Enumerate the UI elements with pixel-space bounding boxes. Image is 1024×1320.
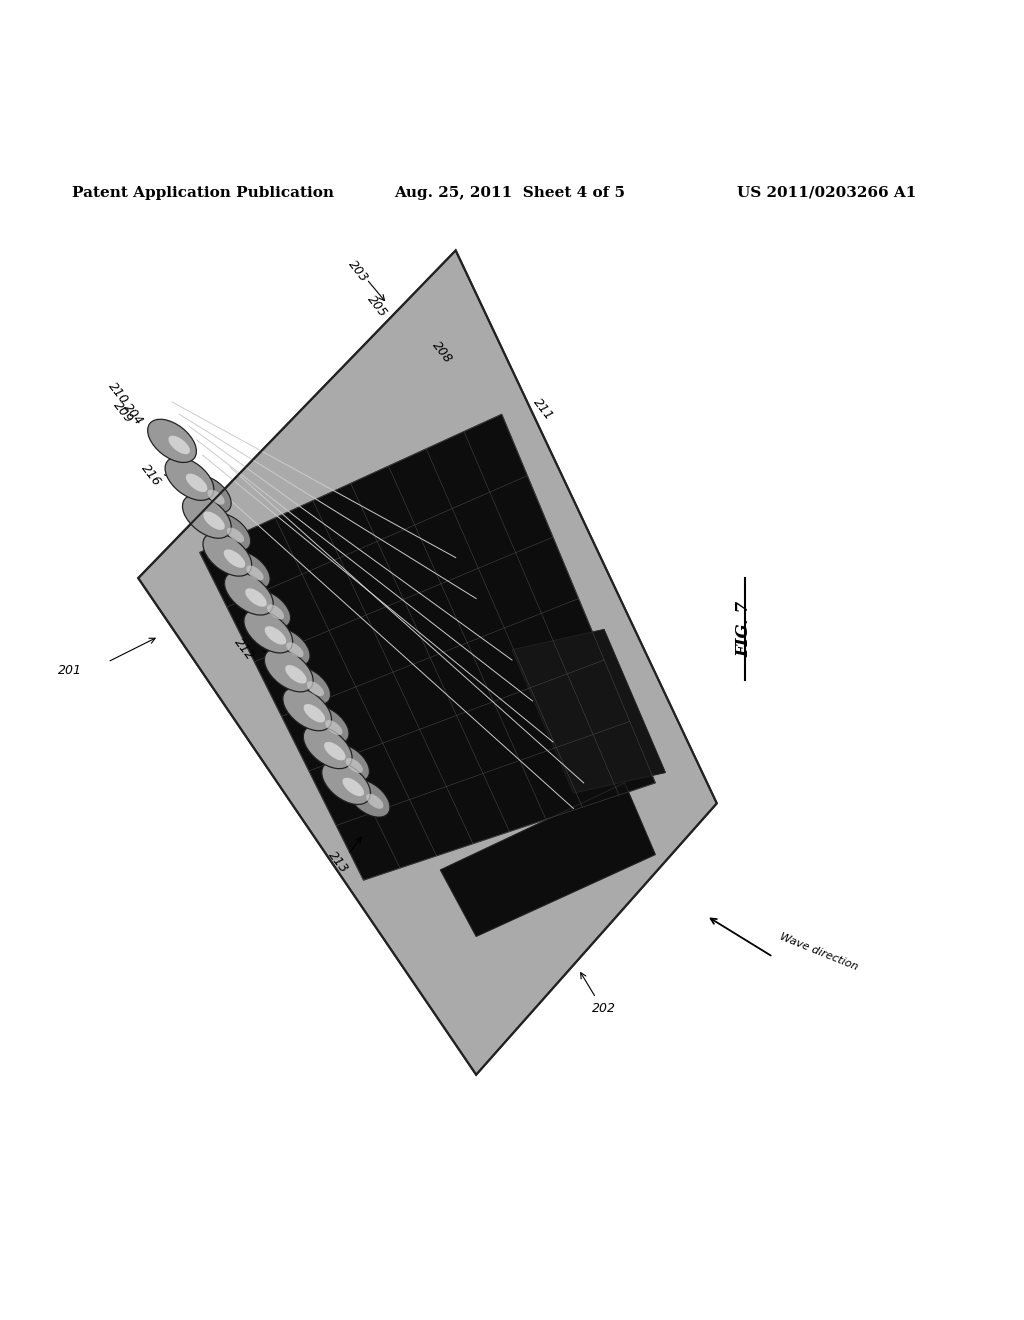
Ellipse shape xyxy=(147,420,197,462)
Ellipse shape xyxy=(342,777,365,796)
Text: 202: 202 xyxy=(592,1002,616,1015)
Ellipse shape xyxy=(223,549,246,568)
Ellipse shape xyxy=(267,605,284,619)
Text: 212: 212 xyxy=(231,636,256,663)
Text: Aug. 25, 2011  Sheet 4 of 5: Aug. 25, 2011 Sheet 4 of 5 xyxy=(394,186,626,199)
Ellipse shape xyxy=(285,665,307,684)
Ellipse shape xyxy=(227,528,244,543)
Ellipse shape xyxy=(185,474,208,492)
Polygon shape xyxy=(200,414,655,880)
Ellipse shape xyxy=(208,490,224,504)
Text: 201: 201 xyxy=(57,664,82,677)
Ellipse shape xyxy=(165,457,214,500)
Ellipse shape xyxy=(264,648,313,692)
Ellipse shape xyxy=(182,495,231,539)
Ellipse shape xyxy=(307,681,324,696)
Ellipse shape xyxy=(347,779,390,817)
Text: 209: 209 xyxy=(111,399,135,425)
Text: Wave direction: Wave direction xyxy=(778,932,859,973)
Text: Patent Application Publication: Patent Application Publication xyxy=(72,186,334,199)
Text: 213: 213 xyxy=(326,849,350,876)
Text: FIG. 7: FIG. 7 xyxy=(735,601,753,657)
Ellipse shape xyxy=(367,793,383,809)
Ellipse shape xyxy=(245,589,267,607)
Ellipse shape xyxy=(324,742,346,760)
Ellipse shape xyxy=(283,688,332,731)
Ellipse shape xyxy=(244,610,293,653)
Ellipse shape xyxy=(247,565,263,581)
Ellipse shape xyxy=(287,643,303,657)
Ellipse shape xyxy=(326,721,342,735)
Text: 207: 207 xyxy=(167,437,191,463)
Ellipse shape xyxy=(224,572,273,615)
Ellipse shape xyxy=(303,704,326,722)
Ellipse shape xyxy=(264,626,287,644)
Ellipse shape xyxy=(208,513,251,550)
Ellipse shape xyxy=(267,628,310,665)
Ellipse shape xyxy=(288,667,331,705)
Text: US 2011/0203266 A1: US 2011/0203266 A1 xyxy=(737,186,916,199)
Ellipse shape xyxy=(188,475,231,513)
Ellipse shape xyxy=(322,762,371,804)
Text: 208: 208 xyxy=(430,339,455,366)
Ellipse shape xyxy=(227,550,270,589)
Ellipse shape xyxy=(306,706,349,743)
Polygon shape xyxy=(440,783,655,936)
Text: 203: 203 xyxy=(346,257,371,284)
Ellipse shape xyxy=(203,511,225,531)
Ellipse shape xyxy=(327,743,370,781)
Text: 216: 216 xyxy=(139,462,164,490)
Ellipse shape xyxy=(168,436,190,454)
Text: 205: 205 xyxy=(365,293,389,321)
Polygon shape xyxy=(512,630,666,793)
Text: 206: 206 xyxy=(157,421,181,449)
Text: 211: 211 xyxy=(530,396,555,422)
Text: 204: 204 xyxy=(121,401,145,428)
Polygon shape xyxy=(138,251,717,1074)
Ellipse shape xyxy=(303,726,352,768)
Ellipse shape xyxy=(346,758,362,774)
Text: 210: 210 xyxy=(105,380,130,407)
Ellipse shape xyxy=(248,590,291,628)
Ellipse shape xyxy=(203,533,252,576)
